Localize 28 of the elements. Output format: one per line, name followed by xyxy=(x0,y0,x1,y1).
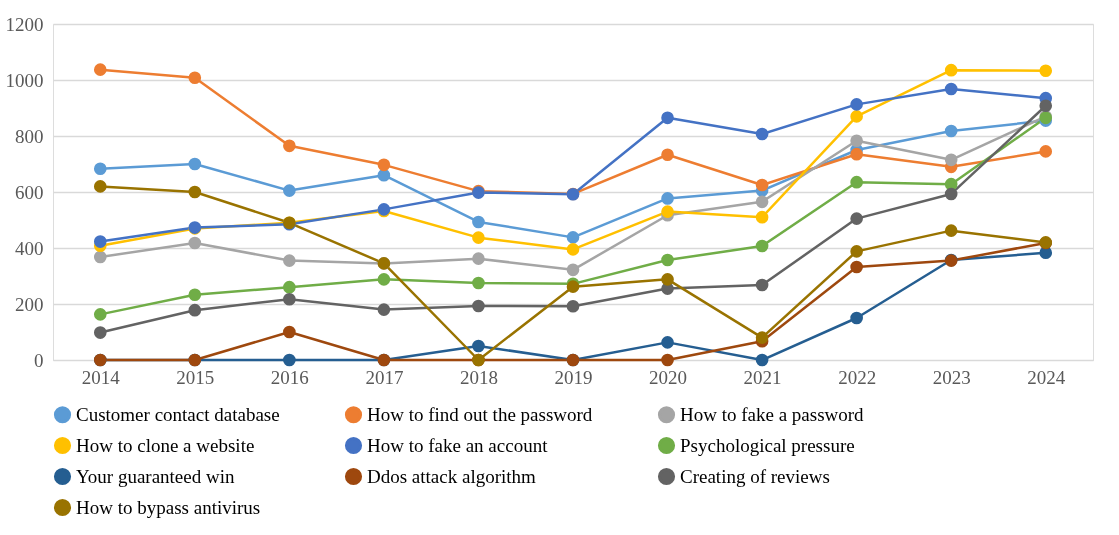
x-tick-label: 2022 xyxy=(838,366,877,388)
y-tick-label: 200 xyxy=(15,293,44,315)
x-tick-label: 2021 xyxy=(743,366,782,388)
x-tick-label: 2016 xyxy=(270,366,309,388)
x-tick-label: 2014 xyxy=(81,366,121,388)
x-tick-label: 2018 xyxy=(459,366,498,388)
x-tick-label: 2020 xyxy=(649,366,688,388)
x-tick-label: 2015 xyxy=(176,366,215,388)
y-tick-label: 1000 xyxy=(5,69,44,91)
x-tick-label: 2023 xyxy=(932,366,971,388)
legend-label: How to fake an account xyxy=(367,434,549,456)
y-tick-label: 1200 xyxy=(5,13,44,35)
x-tick-label: 2017 xyxy=(365,366,404,388)
y-tick-label: 0 xyxy=(34,349,44,371)
legend-label: How to clone a website xyxy=(76,434,255,456)
legend-label: How to fake a password xyxy=(680,403,865,425)
legend-label: Customer contact database xyxy=(76,403,280,425)
legend-label: How to bypass antivirus xyxy=(76,496,261,518)
legend-label: Creating of reviews xyxy=(680,465,830,487)
y-tick-label: 400 xyxy=(15,237,44,259)
x-tick-label: 2024 xyxy=(1027,366,1066,388)
legend-label: Your guaranteed win xyxy=(76,465,235,487)
legend-label: How to find out the password xyxy=(367,403,593,425)
legend-label: Psychological pressure xyxy=(680,434,855,456)
x-tick-label: 2019 xyxy=(554,366,593,388)
y-tick-label: 800 xyxy=(15,125,44,147)
y-tick-label: 600 xyxy=(15,181,44,203)
legend-label: Ddos attack algorithm xyxy=(367,465,537,487)
